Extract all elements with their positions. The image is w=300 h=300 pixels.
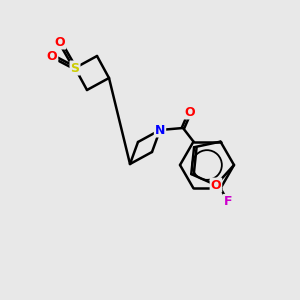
- Text: O: O: [55, 35, 65, 49]
- Text: N: N: [155, 124, 165, 136]
- Text: O: O: [211, 178, 221, 192]
- Text: S: S: [70, 61, 80, 74]
- Text: O: O: [185, 106, 195, 118]
- Text: O: O: [47, 50, 57, 62]
- Text: F: F: [224, 195, 232, 208]
